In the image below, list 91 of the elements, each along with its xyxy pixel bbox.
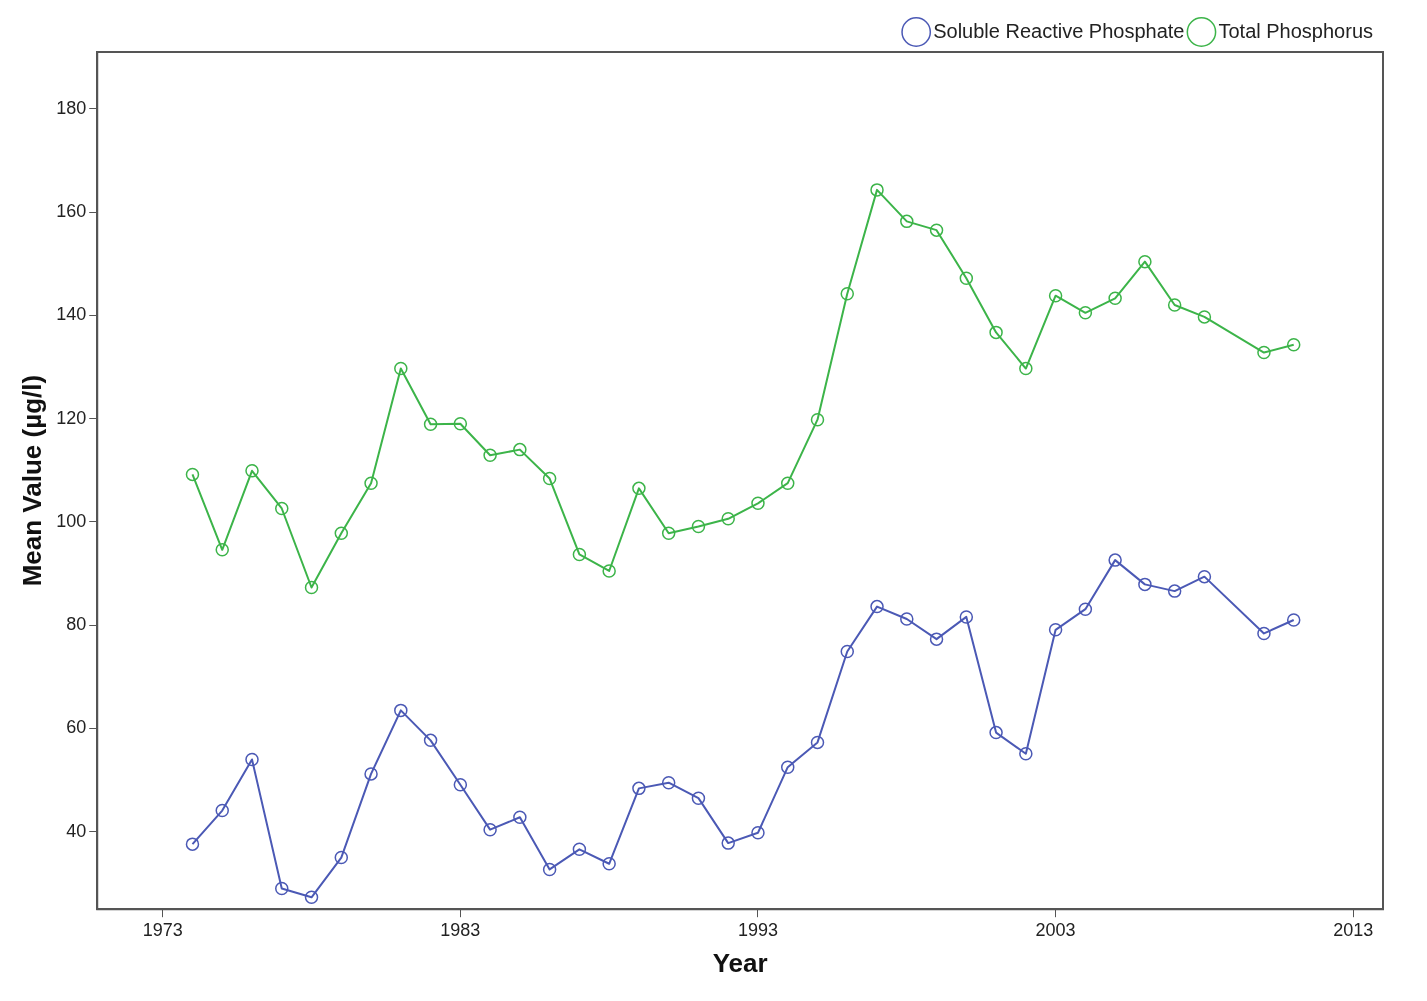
point	[810, 735, 825, 750]
point	[275, 881, 289, 896]
y-tick-label: 60	[66, 717, 87, 738]
point	[989, 325, 1003, 340]
point	[1286, 338, 1301, 352]
point	[1138, 577, 1152, 592]
point	[632, 481, 646, 496]
point	[1019, 361, 1033, 376]
x-tick-label: 1973	[142, 919, 183, 940]
x-tick-label: 1983	[440, 919, 481, 940]
point	[572, 842, 587, 857]
point	[1138, 254, 1152, 269]
point	[394, 703, 408, 718]
point	[1078, 306, 1093, 320]
point	[780, 760, 795, 774]
point	[542, 862, 557, 877]
point	[810, 412, 825, 427]
point	[1108, 553, 1122, 567]
point	[334, 850, 349, 865]
point	[394, 361, 408, 376]
point	[1167, 584, 1182, 598]
y-tick-label: 140	[56, 304, 87, 325]
y-tick-label: 80	[66, 614, 87, 635]
point	[900, 214, 914, 229]
y-tick-label: 100	[56, 510, 87, 531]
point	[453, 778, 468, 792]
point	[691, 519, 706, 534]
point	[423, 417, 438, 432]
point	[275, 501, 289, 516]
point	[185, 467, 200, 482]
point	[840, 644, 855, 659]
point	[959, 610, 974, 624]
point	[364, 476, 378, 490]
point	[245, 752, 259, 767]
y-tick-label: 180	[56, 97, 87, 118]
point	[513, 442, 527, 457]
point	[870, 183, 884, 197]
point	[1197, 569, 1212, 584]
point	[1167, 298, 1182, 312]
point	[334, 526, 349, 541]
point	[1286, 613, 1301, 627]
point	[602, 564, 616, 578]
legend-label: Soluble Reactive Phosphate	[933, 19, 1185, 42]
x-axis-title: Year	[712, 947, 768, 978]
point	[1257, 345, 1271, 360]
point	[423, 733, 438, 748]
point	[959, 271, 974, 285]
point	[1048, 623, 1063, 637]
point	[1048, 288, 1063, 303]
point	[304, 580, 319, 595]
x-tick-label: 1993	[737, 919, 778, 940]
point	[632, 781, 646, 796]
point	[304, 890, 319, 905]
point	[542, 471, 557, 486]
x-tick-label: 2003	[1035, 919, 1076, 940]
x-tick-label: 2013	[1333, 919, 1374, 940]
y-axis-title: Mean Value (µg/l)	[16, 374, 47, 587]
point	[1257, 626, 1271, 641]
point	[900, 612, 914, 626]
point	[721, 836, 735, 850]
point	[691, 791, 706, 805]
point	[751, 826, 765, 840]
point	[215, 543, 229, 557]
point	[185, 837, 200, 851]
y-tick-label: 120	[56, 407, 87, 428]
y-tick-label: 160	[56, 201, 87, 222]
point	[483, 448, 497, 463]
legend-label: Total Phosphorus	[1218, 19, 1374, 42]
point	[780, 476, 795, 490]
point	[364, 767, 378, 781]
point	[929, 223, 944, 237]
point	[751, 496, 765, 511]
point	[1078, 602, 1093, 616]
point	[989, 725, 1003, 740]
point	[215, 803, 229, 818]
point	[572, 547, 587, 562]
point	[929, 632, 944, 646]
point	[721, 512, 735, 526]
point	[602, 857, 616, 871]
point	[453, 417, 468, 431]
point	[1019, 747, 1033, 761]
point	[1108, 291, 1122, 306]
point	[1197, 310, 1212, 324]
point	[513, 810, 527, 825]
point	[245, 464, 259, 478]
point	[661, 775, 676, 790]
point	[661, 526, 676, 541]
point	[840, 286, 855, 301]
point	[870, 599, 884, 614]
y-tick-label: 40	[66, 820, 87, 841]
point	[483, 822, 497, 837]
